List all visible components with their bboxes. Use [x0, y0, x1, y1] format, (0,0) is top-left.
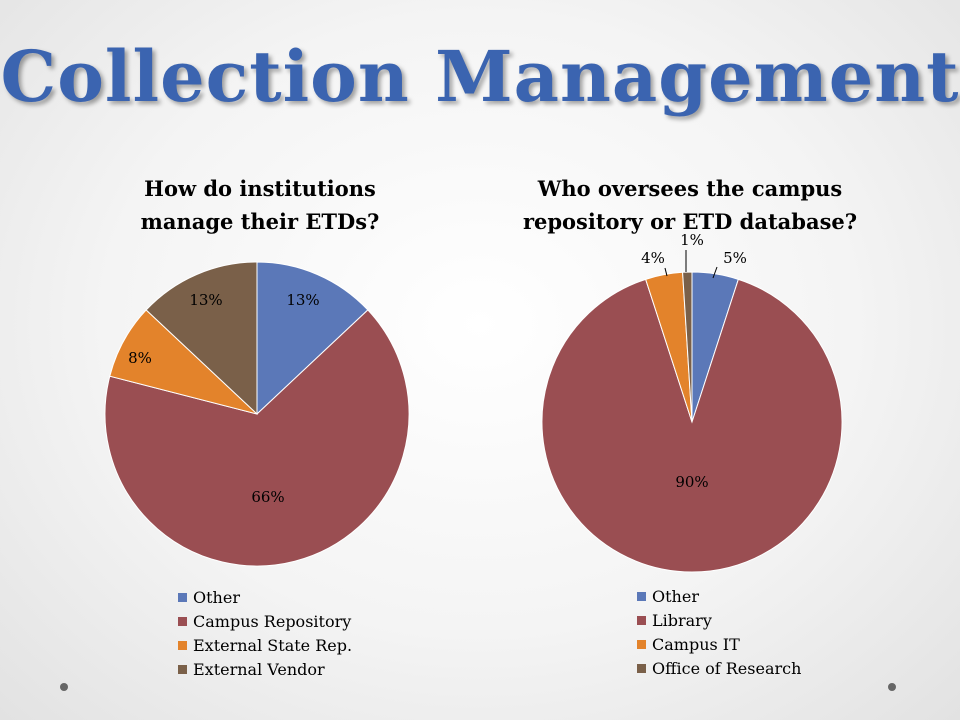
legend-item-office-of-research: Office of Research	[637, 657, 801, 681]
legend-etd-management: Other Campus Repository External State R…	[178, 586, 352, 682]
chart-title-etd-management: How do institutions manage their ETDs?	[140, 176, 380, 234]
chart-title-repository-oversight: Who oversees the campus repository or ET…	[522, 176, 858, 234]
data-label: 5%	[723, 249, 747, 267]
legend-swatch	[178, 617, 187, 626]
legend-item-external-vendor: External Vendor	[178, 658, 352, 682]
legend-repository-oversight: Other Library Campus IT Office of Resear…	[637, 585, 801, 681]
legend-item-campus-repository: Campus Repository	[178, 610, 352, 634]
legend-swatch	[178, 641, 187, 650]
data-label: 66%	[251, 488, 284, 506]
legend-item-campus-it: Campus IT	[637, 633, 801, 657]
data-label: 13%	[286, 291, 319, 309]
legend-label: Library	[652, 611, 712, 630]
pie-slice-other	[256, 261, 369, 416]
legend-label: Campus IT	[652, 635, 740, 654]
legend-label: Office of Research	[652, 659, 802, 678]
legend-swatch	[637, 616, 646, 625]
data-label: 4%	[641, 249, 665, 267]
data-label: 13%	[189, 291, 222, 309]
legend-item-library: Library	[637, 609, 801, 633]
legend-swatch	[178, 593, 187, 602]
legend-swatch	[637, 640, 646, 649]
legend-label: Campus Repository	[193, 612, 352, 631]
legend-label: External Vendor	[193, 660, 325, 679]
pie-slice-office-of-research	[682, 271, 693, 423]
data-label: 90%	[675, 473, 708, 491]
slide-nav-dot-right	[888, 683, 896, 691]
pie-slice-external-vendor	[145, 261, 258, 416]
pie-slice-library	[541, 278, 843, 573]
legend-swatch	[637, 592, 646, 601]
legend-item-other: Other	[637, 585, 801, 609]
legend-item-external-state-rep: External State Rep.	[178, 634, 352, 658]
legend-item-other: Other	[178, 586, 352, 610]
label-leader-line	[664, 267, 668, 277]
legend-label: Other	[652, 587, 699, 606]
pie-slice-campus-repository	[104, 309, 410, 567]
data-label: 8%	[128, 349, 152, 367]
label-leader-line	[712, 266, 718, 279]
legend-label: Other	[193, 588, 240, 607]
slide-title: Collection Management	[0, 35, 960, 118]
legend-swatch	[178, 665, 187, 674]
data-label: 1%	[680, 231, 704, 249]
legend-label: External State Rep.	[193, 636, 353, 655]
slide-nav-dot-left	[60, 683, 68, 691]
legend-swatch	[637, 664, 646, 673]
